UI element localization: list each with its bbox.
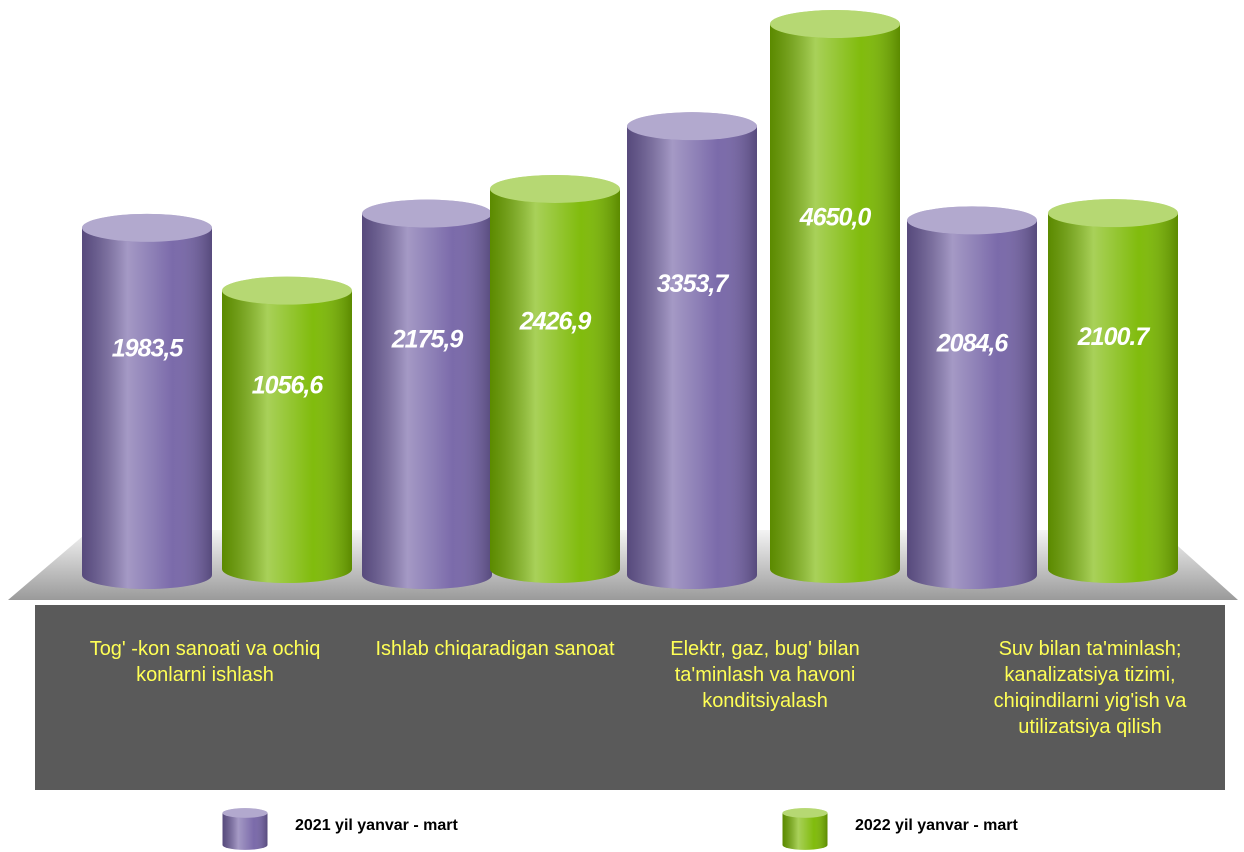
category-label: Tog' -kon sanoati va ochiq konlarni ishl…	[89, 638, 321, 686]
cylinder-shine	[1048, 213, 1178, 584]
cylinder	[82, 213, 212, 589]
cylinder	[490, 174, 620, 583]
legend-swatch	[782, 808, 828, 850]
cylinder-shine	[362, 213, 492, 589]
cylinder	[1048, 199, 1178, 584]
cylinder-top	[222, 808, 268, 818]
cylinder-top-light	[1048, 199, 1178, 228]
cylinder-top	[907, 206, 1037, 235]
cylinder-top	[82, 213, 212, 242]
category-label: Elektr, gaz, bug' bilan ta'minlash va ha…	[670, 638, 860, 712]
cylinder-shine	[490, 188, 620, 583]
cylinder-top	[627, 112, 757, 141]
value-label: 2426,9	[519, 308, 592, 336]
cylinder-top	[1048, 199, 1178, 228]
cylinder-top-light	[362, 199, 492, 228]
value-label: 1056,6	[252, 372, 325, 400]
value-label: 2100.7	[1077, 323, 1151, 351]
cylinder-shine	[627, 126, 757, 589]
cylinder-top-light	[222, 276, 352, 305]
category-panel	[35, 605, 1225, 790]
cylinder-top-light	[907, 206, 1037, 235]
cylinder	[907, 206, 1037, 590]
value-label: 2084,6	[936, 330, 1010, 358]
cylinder-top-light	[222, 808, 268, 818]
legend-label: 2021 yil yanvar - mart	[295, 817, 458, 834]
cylinder-top	[222, 276, 352, 305]
cylinder-shine	[782, 813, 828, 850]
cylinder-top	[490, 174, 620, 203]
category-label: Suv bilan ta'minlash; kanalizatsiya tizi…	[993, 638, 1187, 738]
value-label: 4650,0	[799, 204, 872, 232]
legend-swatch	[222, 808, 268, 850]
cylinder	[627, 112, 757, 589]
value-label: 1983,5	[112, 334, 185, 362]
cylinder	[222, 276, 352, 583]
cylinder-shine	[82, 227, 212, 589]
cylinder-shine	[907, 220, 1037, 590]
cylinder-top-light	[770, 10, 900, 38]
cylinder-top-light	[82, 213, 212, 242]
value-label: 2175,9	[391, 325, 464, 353]
cylinder-top-light	[490, 174, 620, 203]
cylinder-shine	[770, 24, 900, 583]
cylinder-top-light	[782, 808, 828, 818]
value-label: 3353,7	[657, 270, 730, 298]
cylinder-shine	[222, 290, 352, 583]
cylinder-shine	[222, 813, 268, 850]
cylinder	[770, 10, 900, 583]
cylinder-top-light	[627, 112, 757, 141]
legend-label: 2022 yil yanvar - mart	[855, 817, 1018, 834]
cylinder-top	[770, 10, 900, 38]
cylinder-top	[782, 808, 828, 818]
cylinder-top	[362, 199, 492, 228]
cylinder	[362, 199, 492, 589]
category-label: Ishlab chiqaradigan sanoat	[375, 638, 615, 660]
